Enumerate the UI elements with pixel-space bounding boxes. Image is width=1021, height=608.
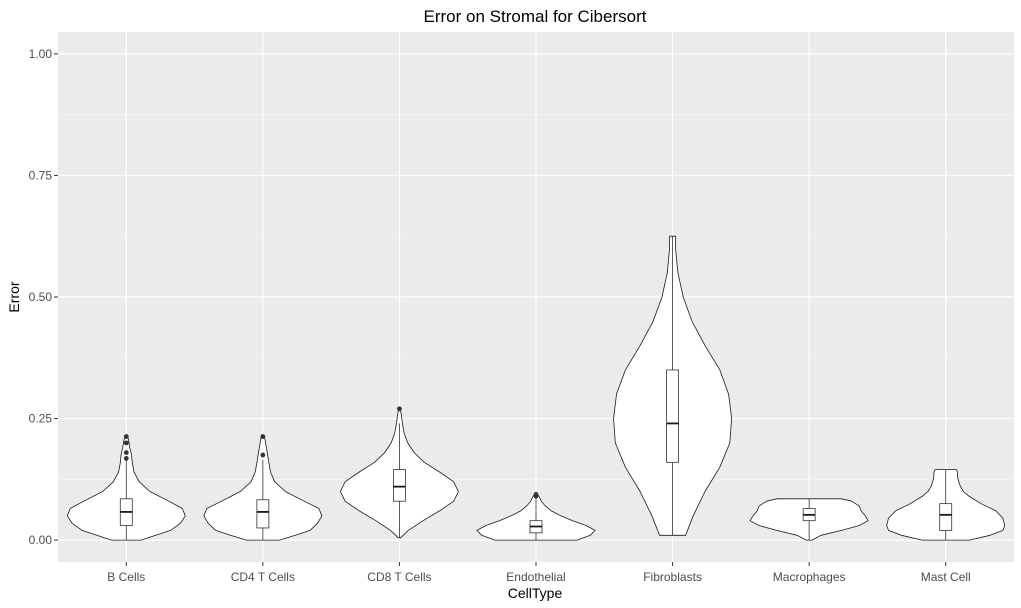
x-tick-label: Macrophages — [773, 570, 846, 584]
x-axis: B Cells CD4 T Cells CD8 T Cells Endothelial… — [107, 562, 971, 584]
y-tick-label: 0.00 — [29, 533, 53, 547]
violin-group — [476, 492, 596, 541]
violin-group — [749, 498, 869, 541]
x-tick-label: CD8 T Cells — [367, 570, 431, 584]
y-axis: 0.00 0.25 0.50 0.75 1.00 — [29, 47, 58, 547]
box — [393, 469, 406, 502]
y-tick-label: 0.75 — [29, 168, 53, 182]
outlier-point — [397, 406, 402, 412]
chart-title: Error on Stromal for Cibersort — [424, 7, 647, 26]
outlier-point — [123, 450, 129, 455]
y-tick-label: 1.00 — [29, 47, 53, 61]
x-axis-title: CellType — [508, 585, 563, 601]
violins-layer — [66, 235, 1006, 541]
outlier-point — [533, 492, 539, 497]
outlier-point — [260, 452, 266, 458]
violin-group — [613, 235, 732, 536]
violin-group — [886, 469, 1006, 541]
violin-group — [340, 406, 459, 539]
x-tick-label: Fibroblasts — [643, 570, 702, 584]
outlier-point — [123, 456, 129, 461]
y-tick-label: 0.25 — [29, 412, 53, 426]
x-tick-label: Mast Cell — [921, 570, 971, 584]
x-tick-label: B Cells — [107, 570, 145, 584]
x-tick-label: CD4 T Cells — [231, 570, 295, 584]
violin-group — [203, 434, 323, 541]
y-axis-title: Error — [6, 281, 22, 312]
box — [256, 499, 270, 529]
outlier-point — [260, 434, 266, 439]
box — [939, 503, 953, 531]
outlier-point — [123, 440, 129, 446]
violin-group — [66, 434, 186, 541]
y-tick-label: 0.50 — [29, 290, 53, 304]
x-tick-label: Endothelial — [506, 570, 565, 584]
outlier-point — [123, 434, 129, 439]
box — [666, 369, 679, 463]
